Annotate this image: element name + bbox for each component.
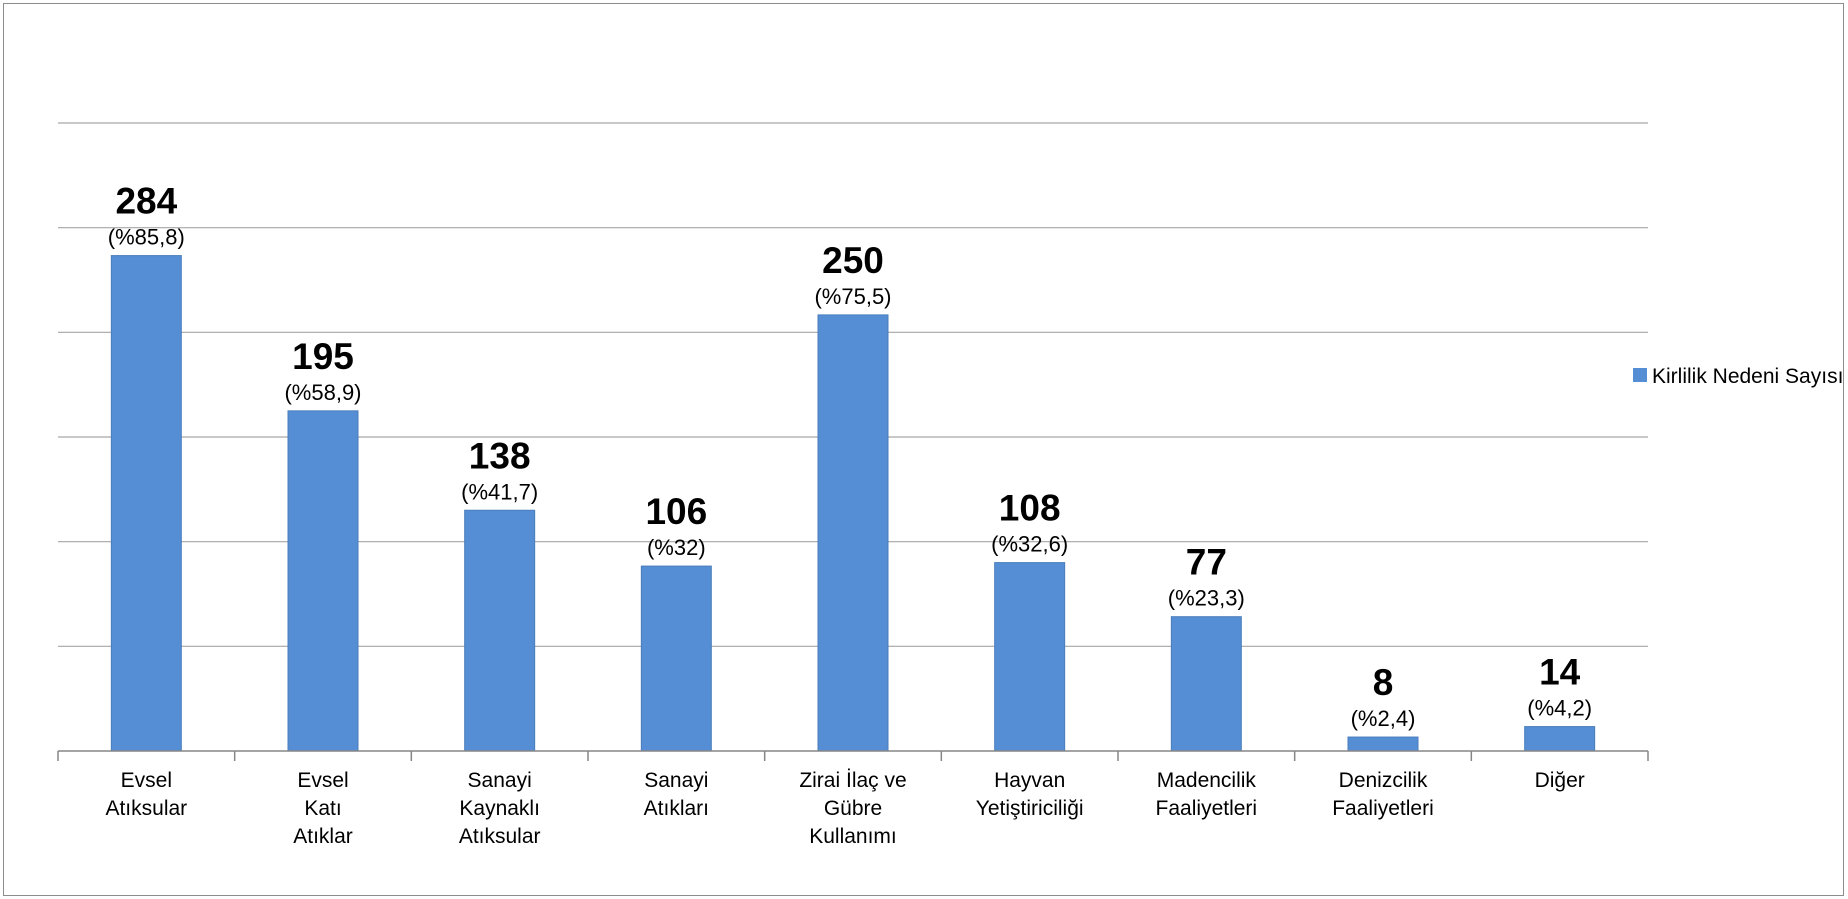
bar [1347,736,1419,752]
percent-label: (%85,8) [108,225,185,250]
percent-label: (%2,4) [1351,706,1416,731]
bar [1524,726,1596,752]
value-label: 250 [822,240,884,281]
value-label: 284 [115,181,177,222]
value-label: 77 [1186,542,1227,583]
value-label: 108 [999,488,1061,529]
value-label: 195 [292,336,354,377]
category-label: Atıksular [105,797,187,820]
category-label: Diğer [1535,769,1585,792]
category-label: Sanayi [644,769,708,792]
legend: Kirlilik Nedeni Sayısı [1633,362,1848,391]
category-label: Kullanımı [809,825,897,848]
category-label: Sanayi [468,769,532,792]
percent-label: (%32,6) [991,532,1068,557]
category-label: Atıksular [459,825,541,848]
category-label: Evsel [121,769,172,792]
category-label: Evsel [297,769,348,792]
category-label: Atıklar [293,825,353,848]
category-label: Madencilik [1157,769,1257,792]
legend-swatch [1633,368,1647,382]
category-label: Zirai İlaç ve [799,769,906,792]
bar [817,314,889,752]
percent-label: (%58,9) [284,380,361,405]
category-label: Katı [304,797,341,820]
bar [640,565,712,752]
value-label: 106 [645,491,707,532]
category-label: Kaynaklı [459,797,540,820]
percent-label: (%41,7) [461,479,538,504]
category-label: Hayvan [994,769,1065,792]
percent-label: (%4,2) [1527,696,1592,721]
bar [287,410,359,752]
bar [464,509,536,752]
bar [1170,616,1242,752]
category-label: Yetiştiriciliği [976,797,1084,820]
percent-label: (%32) [647,535,706,560]
category-label: Denizcilik [1339,769,1428,792]
bar [110,255,182,752]
value-label: 14 [1539,652,1581,693]
bar [994,562,1066,752]
chart-frame [3,3,1844,896]
value-label: 138 [469,435,531,476]
category-label: Faaliyetleri [1332,797,1434,820]
value-label: 8 [1373,662,1394,703]
percent-label: (%75,5) [814,284,891,309]
category-label: Atıkları [644,797,709,820]
category-label: Faaliyetleri [1156,797,1258,820]
percent-label: (%23,3) [1168,586,1245,611]
legend-label: Kirlilik Nedeni Sayısı [1652,365,1844,388]
category-label: Gübre [824,797,882,820]
